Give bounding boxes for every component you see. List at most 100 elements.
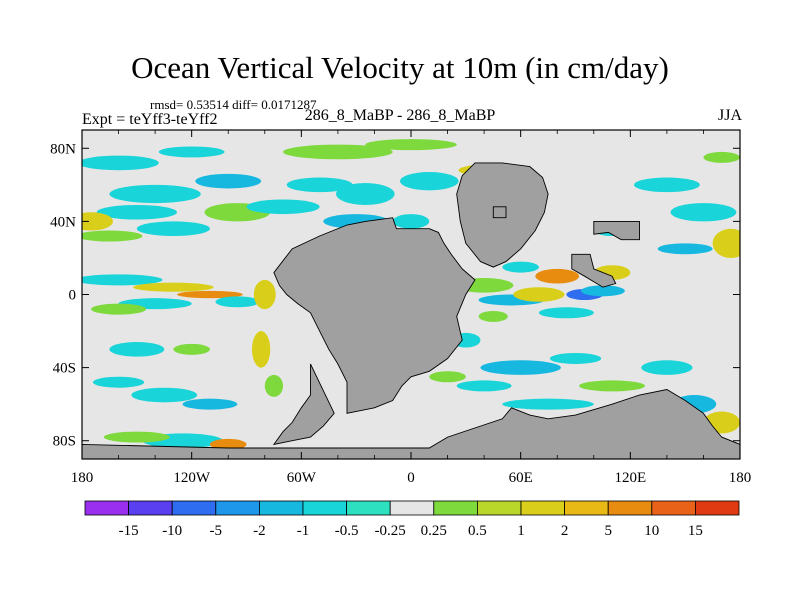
velocity-region xyxy=(513,287,565,302)
velocity-region xyxy=(286,177,353,193)
x-tick-label: 120W xyxy=(173,470,211,486)
x-tick-label: 60W xyxy=(287,470,317,486)
velocity-region xyxy=(82,155,159,171)
velocity-region xyxy=(182,398,238,410)
colorbar-swatch xyxy=(346,500,391,516)
velocity-region xyxy=(82,212,114,231)
velocity-region xyxy=(549,352,602,364)
velocity-region xyxy=(133,282,214,292)
colorbar-label: 1 xyxy=(517,523,525,539)
velocity-region xyxy=(158,146,225,158)
colorbar-label: 0.5 xyxy=(468,523,487,539)
chart-title: Ocean Vertical Velocity at 10m (in cm/da… xyxy=(131,50,669,85)
velocity-region xyxy=(478,310,508,322)
velocity-region xyxy=(109,184,201,204)
experiment-label: Expt = teYff3-teYff2 xyxy=(82,111,218,128)
y-tick-label: 40N xyxy=(50,214,76,230)
colorbar-swatch xyxy=(520,500,565,516)
y-tick-label: 80N xyxy=(50,141,76,157)
northeast-island xyxy=(593,220,640,241)
y-tick-label: 80S xyxy=(53,434,76,450)
map-plot-area xyxy=(82,130,740,459)
velocity-region xyxy=(253,279,276,310)
colorbar-swatch xyxy=(171,500,217,516)
southern-polar-land xyxy=(82,389,740,459)
season-label: JJA xyxy=(717,107,742,124)
velocity-region xyxy=(429,371,466,383)
colorbar: -15 -10 -5 -2 -1 -0.5 -0.25 0.25 0.5 1 2 5 10 15 xyxy=(84,500,740,539)
velocity-region xyxy=(579,380,645,392)
velocity-region xyxy=(264,374,284,397)
experiment-period-label: 286_8_MaBP - 286_8_MaBP xyxy=(304,107,496,124)
colorbar-label: -0.25 xyxy=(375,523,406,539)
colorbar-swatch xyxy=(84,500,129,516)
velocity-region xyxy=(456,380,512,392)
x-tick-label: 180 xyxy=(71,470,94,486)
colorbar-label: 10 xyxy=(644,523,659,539)
velocity-region xyxy=(400,172,459,191)
velocity-region xyxy=(283,144,393,160)
velocity-region xyxy=(703,151,740,163)
supercontinent-west xyxy=(273,217,476,414)
velocity-region xyxy=(91,303,146,315)
western-island xyxy=(492,206,507,219)
velocity-region xyxy=(502,261,539,273)
colorbar-swatch xyxy=(215,500,260,516)
colorbar-label: -15 xyxy=(119,523,139,539)
x-tick-label: 180 xyxy=(729,470,752,486)
x-tick-label: 0 xyxy=(407,470,415,486)
colorbar-swatch xyxy=(128,500,173,516)
colorbar-label: 5 xyxy=(604,523,612,539)
velocity-region xyxy=(712,228,740,258)
velocity-region xyxy=(580,285,625,297)
colorbar-swatch xyxy=(433,500,478,516)
velocity-region xyxy=(136,221,210,237)
colorbar-label: -2 xyxy=(253,523,266,539)
colorbar-label: 0.25 xyxy=(421,523,447,539)
y-tick-label: 0 xyxy=(69,288,77,304)
velocity-region xyxy=(195,173,262,189)
colorbar-swatch xyxy=(607,500,653,516)
velocity-region xyxy=(82,230,143,242)
colorbar-swatch xyxy=(476,500,522,516)
colorbar-label: -1 xyxy=(297,523,310,539)
velocity-region xyxy=(177,290,243,299)
colorbar-swatch xyxy=(389,500,435,516)
velocity-region xyxy=(215,296,260,308)
eastern-island xyxy=(571,253,617,288)
colorbar-swatch xyxy=(302,500,347,516)
colorbar-label: 15 xyxy=(688,523,703,539)
supercontinent-south-arm xyxy=(272,363,335,446)
velocity-region xyxy=(657,243,713,255)
velocity-region xyxy=(173,343,210,355)
velocity-region xyxy=(502,398,594,410)
velocity-region xyxy=(103,431,170,443)
velocity-region xyxy=(246,199,320,215)
colorbar-swatch xyxy=(564,500,609,516)
velocity-region xyxy=(670,203,737,222)
x-tick-label: 60E xyxy=(509,470,533,486)
velocity-region xyxy=(96,204,178,220)
velocity-region xyxy=(92,376,145,388)
colorbar-swatch xyxy=(695,500,740,516)
velocity-region xyxy=(251,331,271,368)
map-axes: 180 120W 60W 0 60E 120E 180 80N 40N 0 40S 80S xyxy=(50,130,751,486)
colorbar-swatch xyxy=(651,500,696,516)
colorbar-label: -0.5 xyxy=(335,523,359,539)
colorbar-label: -5 xyxy=(210,523,223,539)
y-tick-label: 40S xyxy=(53,361,76,377)
velocity-region xyxy=(392,214,430,229)
colorbar-swatch xyxy=(258,500,304,516)
velocity-region xyxy=(633,177,700,193)
x-tick-label: 120E xyxy=(614,470,646,486)
velocity-region xyxy=(641,360,693,375)
velocity-fields xyxy=(82,139,740,450)
stats-line: rmsd= 0.53514 diff= 0.0171287 xyxy=(150,97,317,112)
colorbar-label: -10 xyxy=(162,523,182,539)
velocity-region xyxy=(82,274,163,286)
velocity-region xyxy=(209,438,247,450)
velocity-region xyxy=(538,307,594,319)
velocity-region xyxy=(480,360,561,375)
velocity-region xyxy=(336,183,395,205)
